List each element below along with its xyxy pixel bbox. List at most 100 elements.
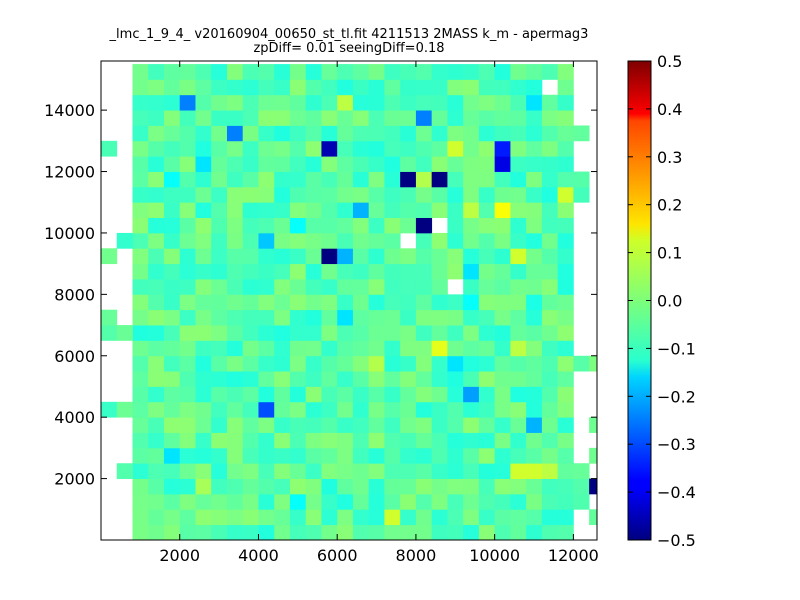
heatmap-cell: [148, 309, 165, 326]
heatmap-cell: [337, 386, 354, 403]
heatmap-cell: [337, 294, 354, 311]
heatmap-cell: [510, 509, 527, 526]
heatmap-cell: [289, 509, 307, 526]
heatmap-cell: [179, 417, 196, 433]
heatmap-cell: [463, 232, 480, 249]
heatmap-cell: [211, 279, 228, 295]
heatmap-cell: [258, 447, 275, 464]
heatmap-cell: [195, 493, 212, 510]
heatmap-cell: [431, 110, 448, 126]
heatmap-cell: [258, 202, 275, 218]
heatmap-cell: [274, 493, 291, 510]
heatmap-cell: [258, 463, 275, 479]
heatmap-cell: [431, 355, 448, 372]
heatmap-cell: [195, 94, 212, 111]
heatmap-cell: [510, 202, 527, 218]
heatmap-cell: [415, 325, 433, 341]
heatmap-cell: [415, 524, 433, 540]
heatmap-cell: [557, 417, 574, 433]
heatmap-cell: [494, 294, 511, 311]
heatmap-cell: [557, 294, 574, 311]
heatmap-cell: [589, 447, 597, 464]
heatmap-cell: [526, 447, 543, 464]
heatmap-cell: [274, 140, 291, 157]
heatmap-cell: [526, 125, 543, 142]
heatmap-cell: [478, 447, 496, 464]
heatmap-cell: [526, 217, 543, 234]
heatmap-cell: [337, 248, 354, 265]
heatmap-cell: [478, 263, 496, 280]
heatmap-cell: [463, 524, 480, 540]
heatmap-cell: [526, 509, 543, 526]
heatmap-cell: [305, 478, 322, 495]
heatmap-cells: [101, 64, 597, 540]
heatmap-cell: [526, 401, 543, 418]
heatmap-cell: [384, 279, 401, 295]
heatmap-cell: [195, 463, 212, 479]
heatmap-cell: [289, 171, 307, 188]
heatmap-cell: [494, 232, 511, 249]
heatmap-cell: [352, 79, 370, 96]
heatmap-cell: [132, 355, 149, 372]
heatmap-cell: [447, 417, 464, 433]
heatmap-cell: [463, 79, 480, 96]
heatmap-cell: [478, 371, 496, 387]
heatmap-cell: [368, 524, 385, 540]
heatmap-cell: [148, 279, 165, 295]
heatmap-cell: [447, 94, 464, 111]
heatmap-cell: [195, 171, 212, 188]
heatmap-cell: [274, 263, 291, 280]
heatmap-cell: [400, 432, 417, 449]
heatmap-cell: [211, 325, 228, 341]
heatmap-cell: [179, 340, 196, 357]
heatmap-cell: [337, 524, 354, 540]
heatmap-cell: [415, 263, 433, 280]
heatmap-cell: [211, 294, 228, 311]
heatmap-cell: [368, 232, 385, 249]
heatmap-cell: [494, 401, 511, 418]
heatmap-cell: [321, 217, 338, 234]
heatmap-cell: [321, 493, 338, 510]
heatmap-cell: [226, 263, 244, 280]
heatmap-cell: [557, 401, 574, 418]
heatmap-cell: [148, 232, 165, 249]
heatmap-cell: [274, 401, 291, 418]
heatmap-cell: [510, 279, 527, 295]
heatmap-cell: [494, 493, 511, 510]
heatmap-cell: [163, 493, 181, 510]
heatmap-cell: [368, 156, 385, 172]
heatmap-cell: [242, 110, 259, 126]
heatmap-cell: [211, 171, 228, 188]
heatmap-cell: [415, 140, 433, 157]
heatmap-cell: [258, 401, 275, 418]
heatmap-cell: [242, 386, 259, 403]
heatmap-cell: [431, 140, 448, 157]
heatmap-cell: [431, 371, 448, 387]
heatmap-cell: [337, 110, 354, 126]
heatmap-cell: [337, 493, 354, 510]
heatmap-cell: [211, 309, 228, 326]
heatmap-cell: [163, 279, 181, 295]
heatmap-cell: [352, 325, 370, 341]
heatmap-cell: [526, 79, 543, 96]
heatmap-cell: [415, 79, 433, 96]
heatmap-cell: [337, 156, 354, 172]
heatmap-cell: [368, 371, 385, 387]
heatmap-cell: [447, 186, 464, 203]
heatmap-cell: [431, 524, 448, 540]
heatmap-cell: [478, 279, 496, 295]
heatmap-cell: [510, 79, 527, 96]
heatmap-cell: [541, 232, 559, 249]
heatmap-cell: [384, 186, 401, 203]
heatmap-cell: [321, 524, 338, 540]
heatmap-cell: [526, 140, 543, 157]
heatmap-cell: [289, 417, 307, 433]
heatmap-cell: [431, 202, 448, 218]
heatmap-cell: [557, 432, 574, 449]
heatmap-cell: [179, 248, 196, 265]
heatmap-cell: [211, 524, 228, 540]
heatmap-cell: [305, 202, 322, 218]
heatmap-cell: [289, 94, 307, 111]
heatmap-cell: [541, 279, 559, 295]
heatmap-cell: [415, 478, 433, 495]
